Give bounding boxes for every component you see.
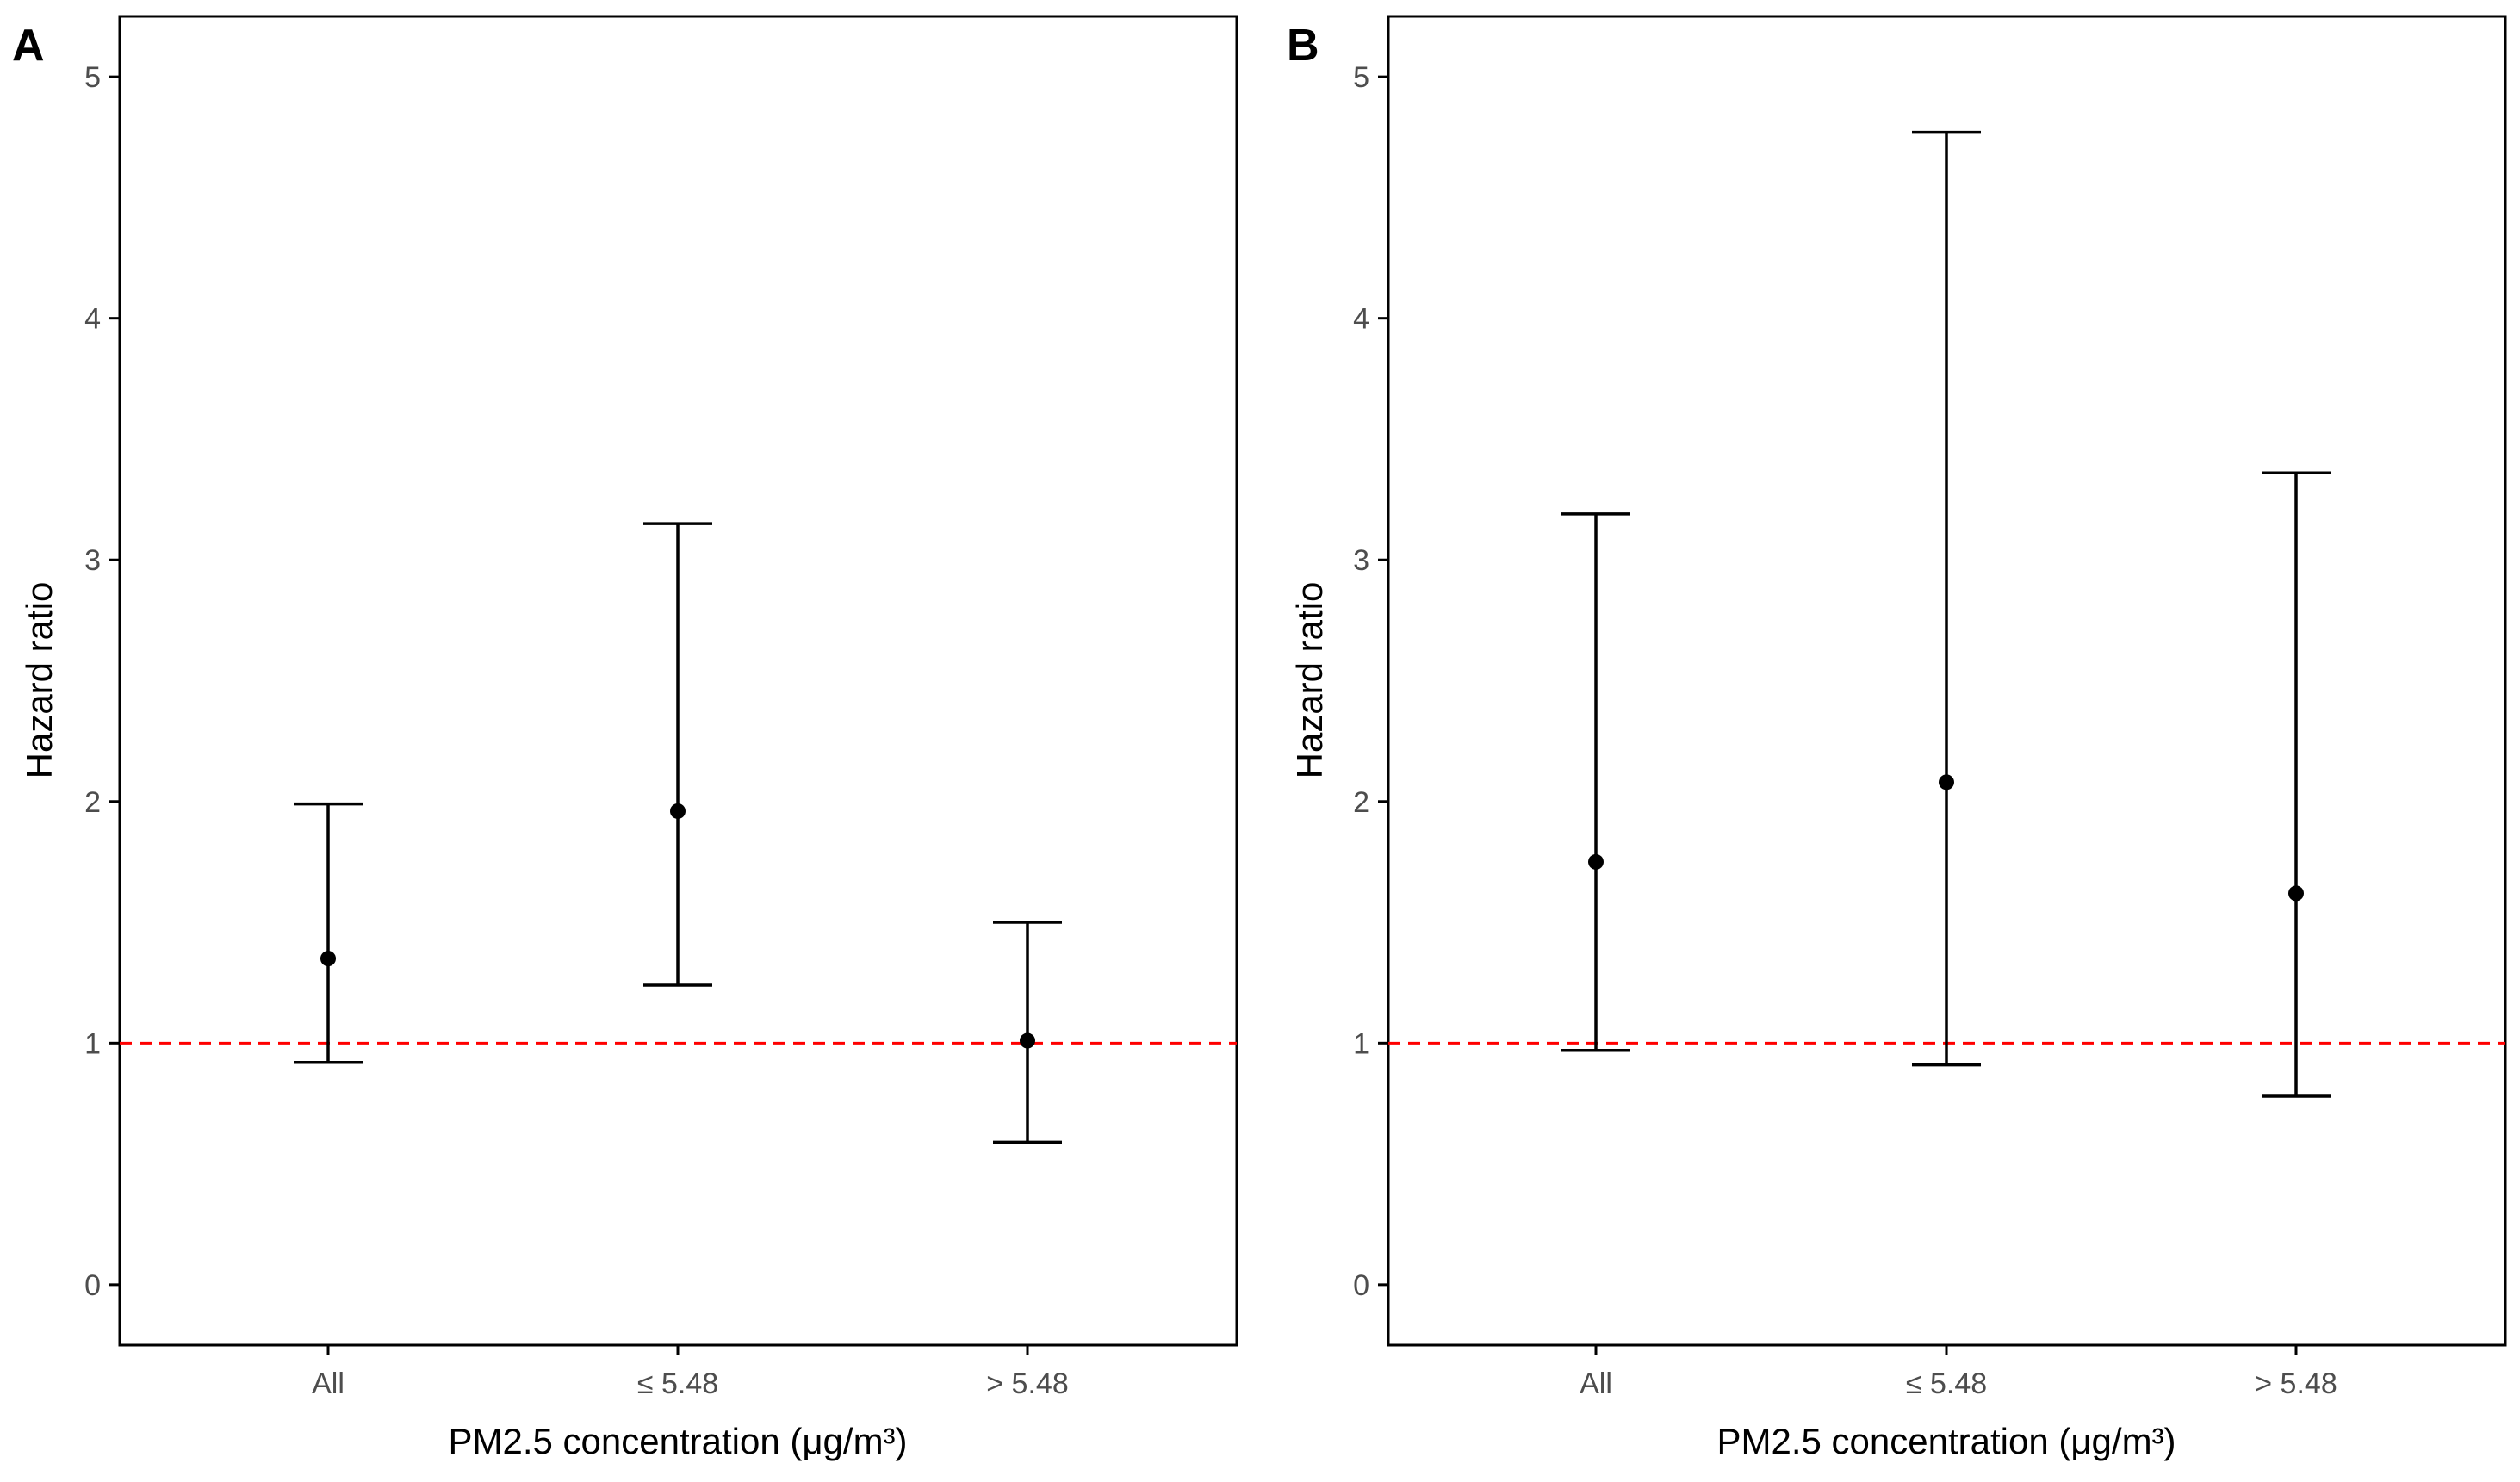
panel-a-y-tick-label-0: 0	[84, 1269, 101, 1302]
panel-a-x-tick-label-0: All	[312, 1367, 344, 1400]
panel-b-y-tick-label-4: 4	[1353, 303, 1369, 336]
panel-b-x-tick-label-2: > 5.48	[2255, 1367, 2337, 1400]
panel-a-x-axis-title: PM2.5 concentration (μg/m³)	[448, 1421, 907, 1461]
panel-b-point-0	[1588, 853, 1604, 870]
panel-b-x-tick-label-0: All	[1580, 1367, 1612, 1400]
panel-b-y-tick-label-5: 5	[1353, 61, 1369, 94]
panel-a-x-tick-label-1: ≤ 5.48	[637, 1367, 718, 1400]
panel-b-error-bars	[1561, 130, 2331, 1098]
panel-a: A 0 1 2 3 4 5 All ≤ 5.48 > 5.48 Hazard ratio PM…	[12, 15, 1238, 1461]
panel-a-point-0	[320, 951, 336, 967]
panel-b-y-tick-label-0: 0	[1353, 1269, 1369, 1302]
panel-a-y-tick-label-5: 5	[84, 61, 101, 94]
panel-b-label: B	[1287, 21, 1319, 71]
panel-b-x-tick-label-1: ≤ 5.48	[1906, 1367, 1987, 1400]
panel-a-x-tick-label-2: > 5.48	[986, 1367, 1068, 1400]
panel-a-error-bars	[294, 522, 1062, 1144]
panel-b: B 0 1 2 3 4 5 All ≤ 5.48 > 5.48 Hazard ratio PM…	[1287, 15, 2507, 1461]
panel-a-y-tick-label-4: 4	[84, 303, 101, 336]
panel-b-y-axis-title: Hazard ratio	[1289, 582, 1330, 779]
panel-b-x-ticks: All ≤ 5.48 > 5.48	[1580, 1345, 2337, 1400]
panel-b-y-tick-label-3: 3	[1353, 544, 1369, 577]
panel-b-y-ticks: 0 1 2 3 4 5	[1353, 61, 1388, 1302]
panel-a-y-tick-label-1: 1	[84, 1027, 101, 1060]
panel-a-y-tick-label-3: 3	[84, 544, 101, 577]
panel-b-point-2	[2288, 885, 2304, 902]
panel-a-y-tick-label-2: 2	[84, 786, 101, 819]
panel-a-label: A	[12, 21, 45, 71]
panel-b-point-1	[1939, 774, 1954, 791]
panel-a-point-2	[1020, 1032, 1035, 1049]
panel-a-y-ticks: 0 1 2 3 4 5	[84, 61, 120, 1302]
panel-a-point-1	[670, 803, 686, 819]
panel-b-x-axis-title: PM2.5 concentration (μg/m³)	[1716, 1421, 2176, 1461]
panel-a-y-axis-title: Hazard ratio	[19, 582, 59, 779]
panel-a-x-ticks: All ≤ 5.48 > 5.48	[312, 1345, 1069, 1400]
panel-b-y-tick-label-1: 1	[1353, 1027, 1369, 1060]
panel-b-y-tick-label-2: 2	[1353, 786, 1369, 819]
